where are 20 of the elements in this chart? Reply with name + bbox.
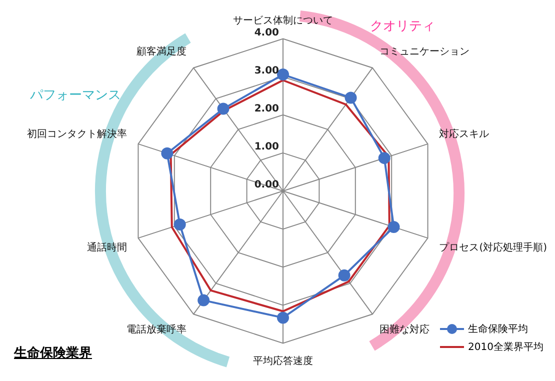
spoke-label: 顧客満足度 — [136, 46, 186, 58]
text: パフォーマンス — [30, 87, 121, 104]
y-tick-label: 2.00 — [254, 103, 280, 114]
spoke-label: 電話放棄呼率 — [126, 323, 186, 336]
spoke-label: 初回コンタクト解決率 — [26, 128, 127, 140]
spoke-label: 平均応答速度 — [253, 354, 313, 367]
legend-label: 生命保険平均 — [468, 322, 528, 336]
spoke-label: プロセス(対応処理手順) — [439, 241, 548, 254]
spoke-label: 通話時間 — [86, 241, 127, 254]
y-tick-label: 1.00 — [254, 142, 280, 153]
y-tick-label: 0.00 — [254, 180, 280, 191]
spoke-label: コミュニケーション — [380, 46, 470, 58]
text: クオリティ — [370, 18, 435, 35]
legend-label: 2010全業界平均 — [468, 340, 544, 354]
spoke-label: 対応スキル — [439, 128, 490, 140]
text: 生命保険業界 — [14, 345, 92, 362]
y-tick-label: 4.00 — [254, 27, 280, 38]
spoke-label: 困難な対応 — [380, 323, 430, 336]
spoke-label: サービス体制について — [233, 14, 333, 26]
y-tick-label: 3.00 — [254, 65, 280, 76]
